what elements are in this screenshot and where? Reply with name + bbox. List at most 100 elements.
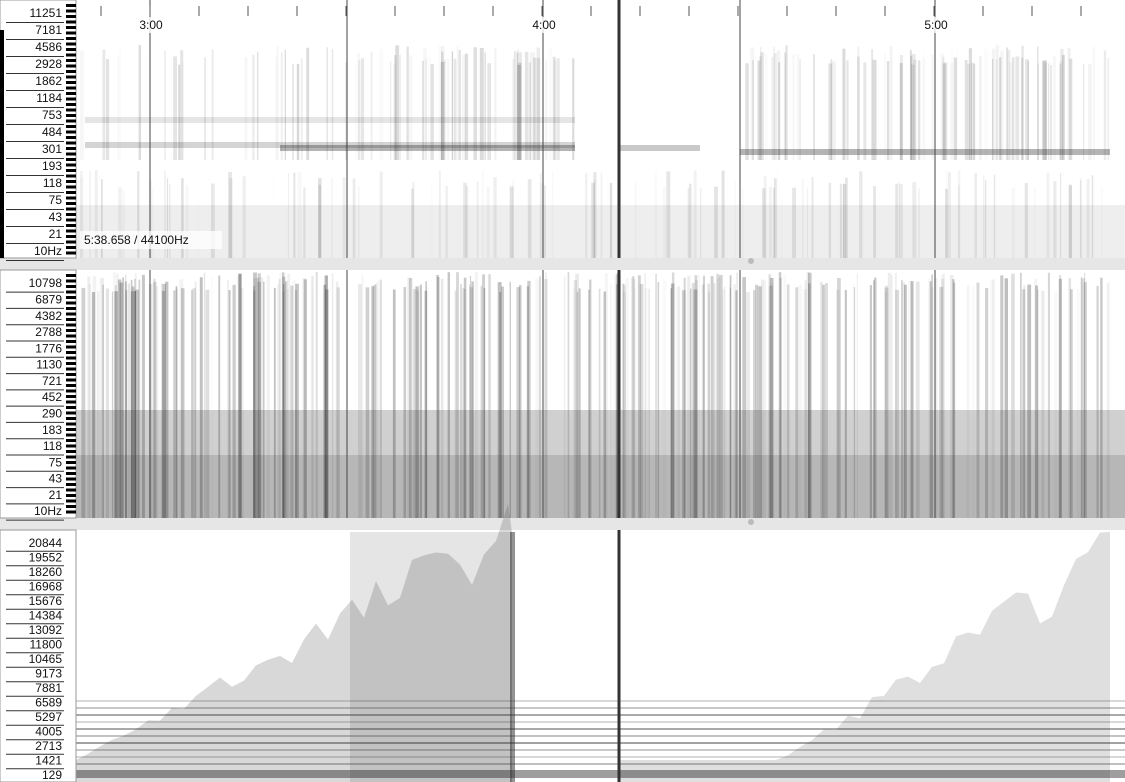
piano-key: [66, 390, 76, 393]
piano-key: [66, 478, 76, 481]
piano-key: [66, 153, 76, 156]
piano-key: [66, 489, 76, 492]
spectrum-streak: [765, 54, 768, 160]
spectrum-streak: [792, 188, 796, 258]
piano-key: [66, 406, 76, 409]
spectrum-streak: [380, 172, 383, 258]
spectrum-streak: [487, 187, 490, 258]
scale-label: 6879: [35, 292, 62, 306]
spectrum-streak: [1034, 188, 1035, 258]
resize-handle[interactable]: [748, 258, 754, 264]
spectrum-streak: [877, 53, 879, 160]
spectrum-band: [76, 707, 1125, 709]
piano-key: [66, 329, 76, 332]
spectrum-streak: [1098, 65, 1100, 160]
spectrum-band: [280, 145, 575, 151]
spectrum-streak: [845, 178, 848, 258]
spectrum-streak: [1012, 188, 1015, 258]
scale-label: 11800: [30, 638, 63, 652]
spectrum-streak: [969, 48, 972, 160]
piano-key: [66, 10, 76, 13]
spectrum-streak: [694, 171, 697, 258]
piano-key: [66, 456, 76, 459]
piano-key: [66, 235, 76, 238]
scale-label: 118: [43, 439, 62, 453]
spectrum-streak: [932, 55, 934, 160]
spectrum-streak: [842, 49, 845, 160]
scale-label: 753: [42, 108, 62, 122]
spectrum-streak: [1012, 57, 1015, 160]
spectrum-streak: [1027, 61, 1029, 160]
spectrum-streak: [601, 173, 603, 259]
piano-key: [66, 230, 76, 233]
piano-key: [66, 461, 76, 464]
spectrum-streak: [912, 54, 916, 160]
piano-key: [66, 32, 76, 35]
spectrum-streak: [778, 62, 780, 160]
spectrum-streak: [1059, 65, 1062, 161]
piano-key: [66, 274, 76, 277]
spectrum-streak: [1006, 48, 1008, 161]
scale-label: 193: [42, 159, 62, 173]
spectrum-streak: [81, 53, 82, 160]
piano-key: [66, 15, 76, 18]
resize-handle[interactable]: [748, 519, 754, 525]
spectrum-band: [620, 145, 700, 151]
spectrum-streak: [799, 59, 801, 160]
spectrum-band: [76, 742, 1125, 744]
scale-label: 16968: [29, 580, 63, 594]
piano-key: [66, 224, 76, 227]
spectrum-streak: [585, 173, 587, 258]
spectrum-streak: [985, 48, 986, 160]
spectrum-streak: [899, 184, 902, 258]
piano-key: [66, 467, 76, 470]
piano-key: [66, 202, 76, 205]
scale-label: 75: [49, 455, 63, 469]
spectrum-streak: [1053, 181, 1056, 258]
spectrum-band: [76, 700, 1125, 702]
spectrum-streak: [813, 54, 815, 160]
piano-key: [66, 357, 76, 360]
spectrum-streak: [890, 46, 893, 160]
spectrum-streak: [788, 55, 790, 160]
scale-label: 484: [42, 125, 62, 139]
spectrum-streak: [1080, 178, 1082, 258]
piano-key: [66, 335, 76, 338]
piano-key: [66, 191, 76, 194]
piano-key: [66, 208, 76, 211]
piano-key: [66, 246, 76, 249]
spectrum-streak: [1050, 65, 1052, 160]
piano-key: [66, 340, 76, 343]
piano-key: [66, 48, 76, 51]
scale-label: 19552: [29, 551, 63, 565]
pane-divider[interactable]: [0, 258, 1125, 270]
spectrum-streak: [955, 51, 959, 160]
piano-key: [66, 324, 76, 327]
spectrum-streak: [663, 187, 666, 258]
spectrum-streak: [293, 173, 295, 258]
scale-label: 7881: [35, 681, 62, 695]
spectrum-streak: [797, 55, 798, 161]
pane-divider[interactable]: [0, 518, 1125, 530]
scale-label: 5297: [35, 710, 62, 724]
scale-label: 13092: [29, 623, 63, 637]
spectrum-streak: [1046, 173, 1049, 258]
piano-key: [66, 395, 76, 398]
spectrum-streak: [887, 61, 889, 160]
spectrum-streak: [857, 47, 859, 161]
spectrum-band: [76, 721, 1125, 723]
spectrum-streak: [1068, 48, 1071, 160]
spectrum-streak: [466, 186, 469, 258]
spectrum-streak: [591, 183, 595, 258]
piano-key: [66, 37, 76, 40]
piano-key: [66, 302, 76, 305]
scale-label: 14384: [29, 609, 63, 623]
piano-key: [66, 439, 76, 442]
piano-key: [66, 21, 76, 24]
spectrum-streak: [922, 59, 926, 160]
spectrum-mass: [350, 532, 512, 782]
scale-label: 1130: [36, 358, 62, 372]
scale-label: 21: [49, 488, 63, 502]
piano-key: [66, 373, 76, 376]
spectrum-streak: [1068, 185, 1072, 258]
